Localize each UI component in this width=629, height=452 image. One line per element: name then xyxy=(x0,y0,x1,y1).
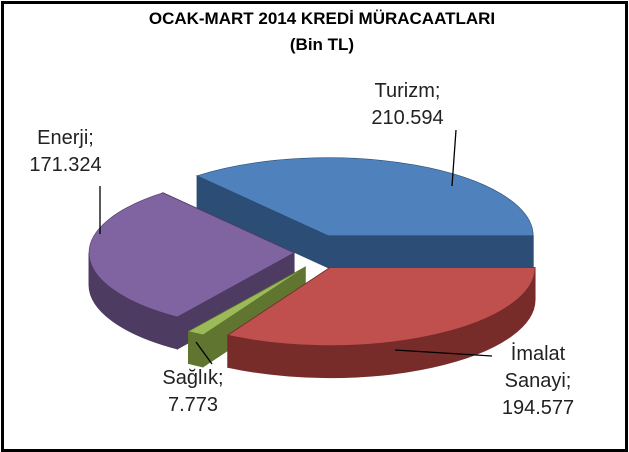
leader-line xyxy=(394,349,493,357)
category-label: Turizm; xyxy=(374,80,441,102)
slice-side xyxy=(327,235,534,269)
category-label: Sağlık; xyxy=(162,367,224,389)
value-label: 194.577 xyxy=(501,397,575,419)
chart-subtitle: (Bin TL) xyxy=(290,35,354,54)
slice xyxy=(227,267,536,346)
slice xyxy=(196,157,534,237)
category-label: İmalat Sanayi; xyxy=(504,343,572,392)
category-label: Enerji; xyxy=(37,127,94,149)
slice-label: Turizm; 210.594 xyxy=(355,78,460,132)
slice xyxy=(88,192,295,318)
value-label: 210.594 xyxy=(371,107,444,129)
slice-label: Sağlık; 7.773 xyxy=(148,365,238,419)
slice-label: İmalat Sanayi; 194.577 xyxy=(488,341,588,422)
slice-label: Enerji; 171.324 xyxy=(18,125,113,179)
chart-title: OCAK-MART 2014 KREDİ MÜRACAATLARI xyxy=(149,9,495,28)
leader-line xyxy=(451,129,457,187)
leader-line xyxy=(195,341,213,365)
value-label: 171.324 xyxy=(29,154,102,176)
value-label: 7.773 xyxy=(167,394,219,416)
slice xyxy=(187,266,306,336)
